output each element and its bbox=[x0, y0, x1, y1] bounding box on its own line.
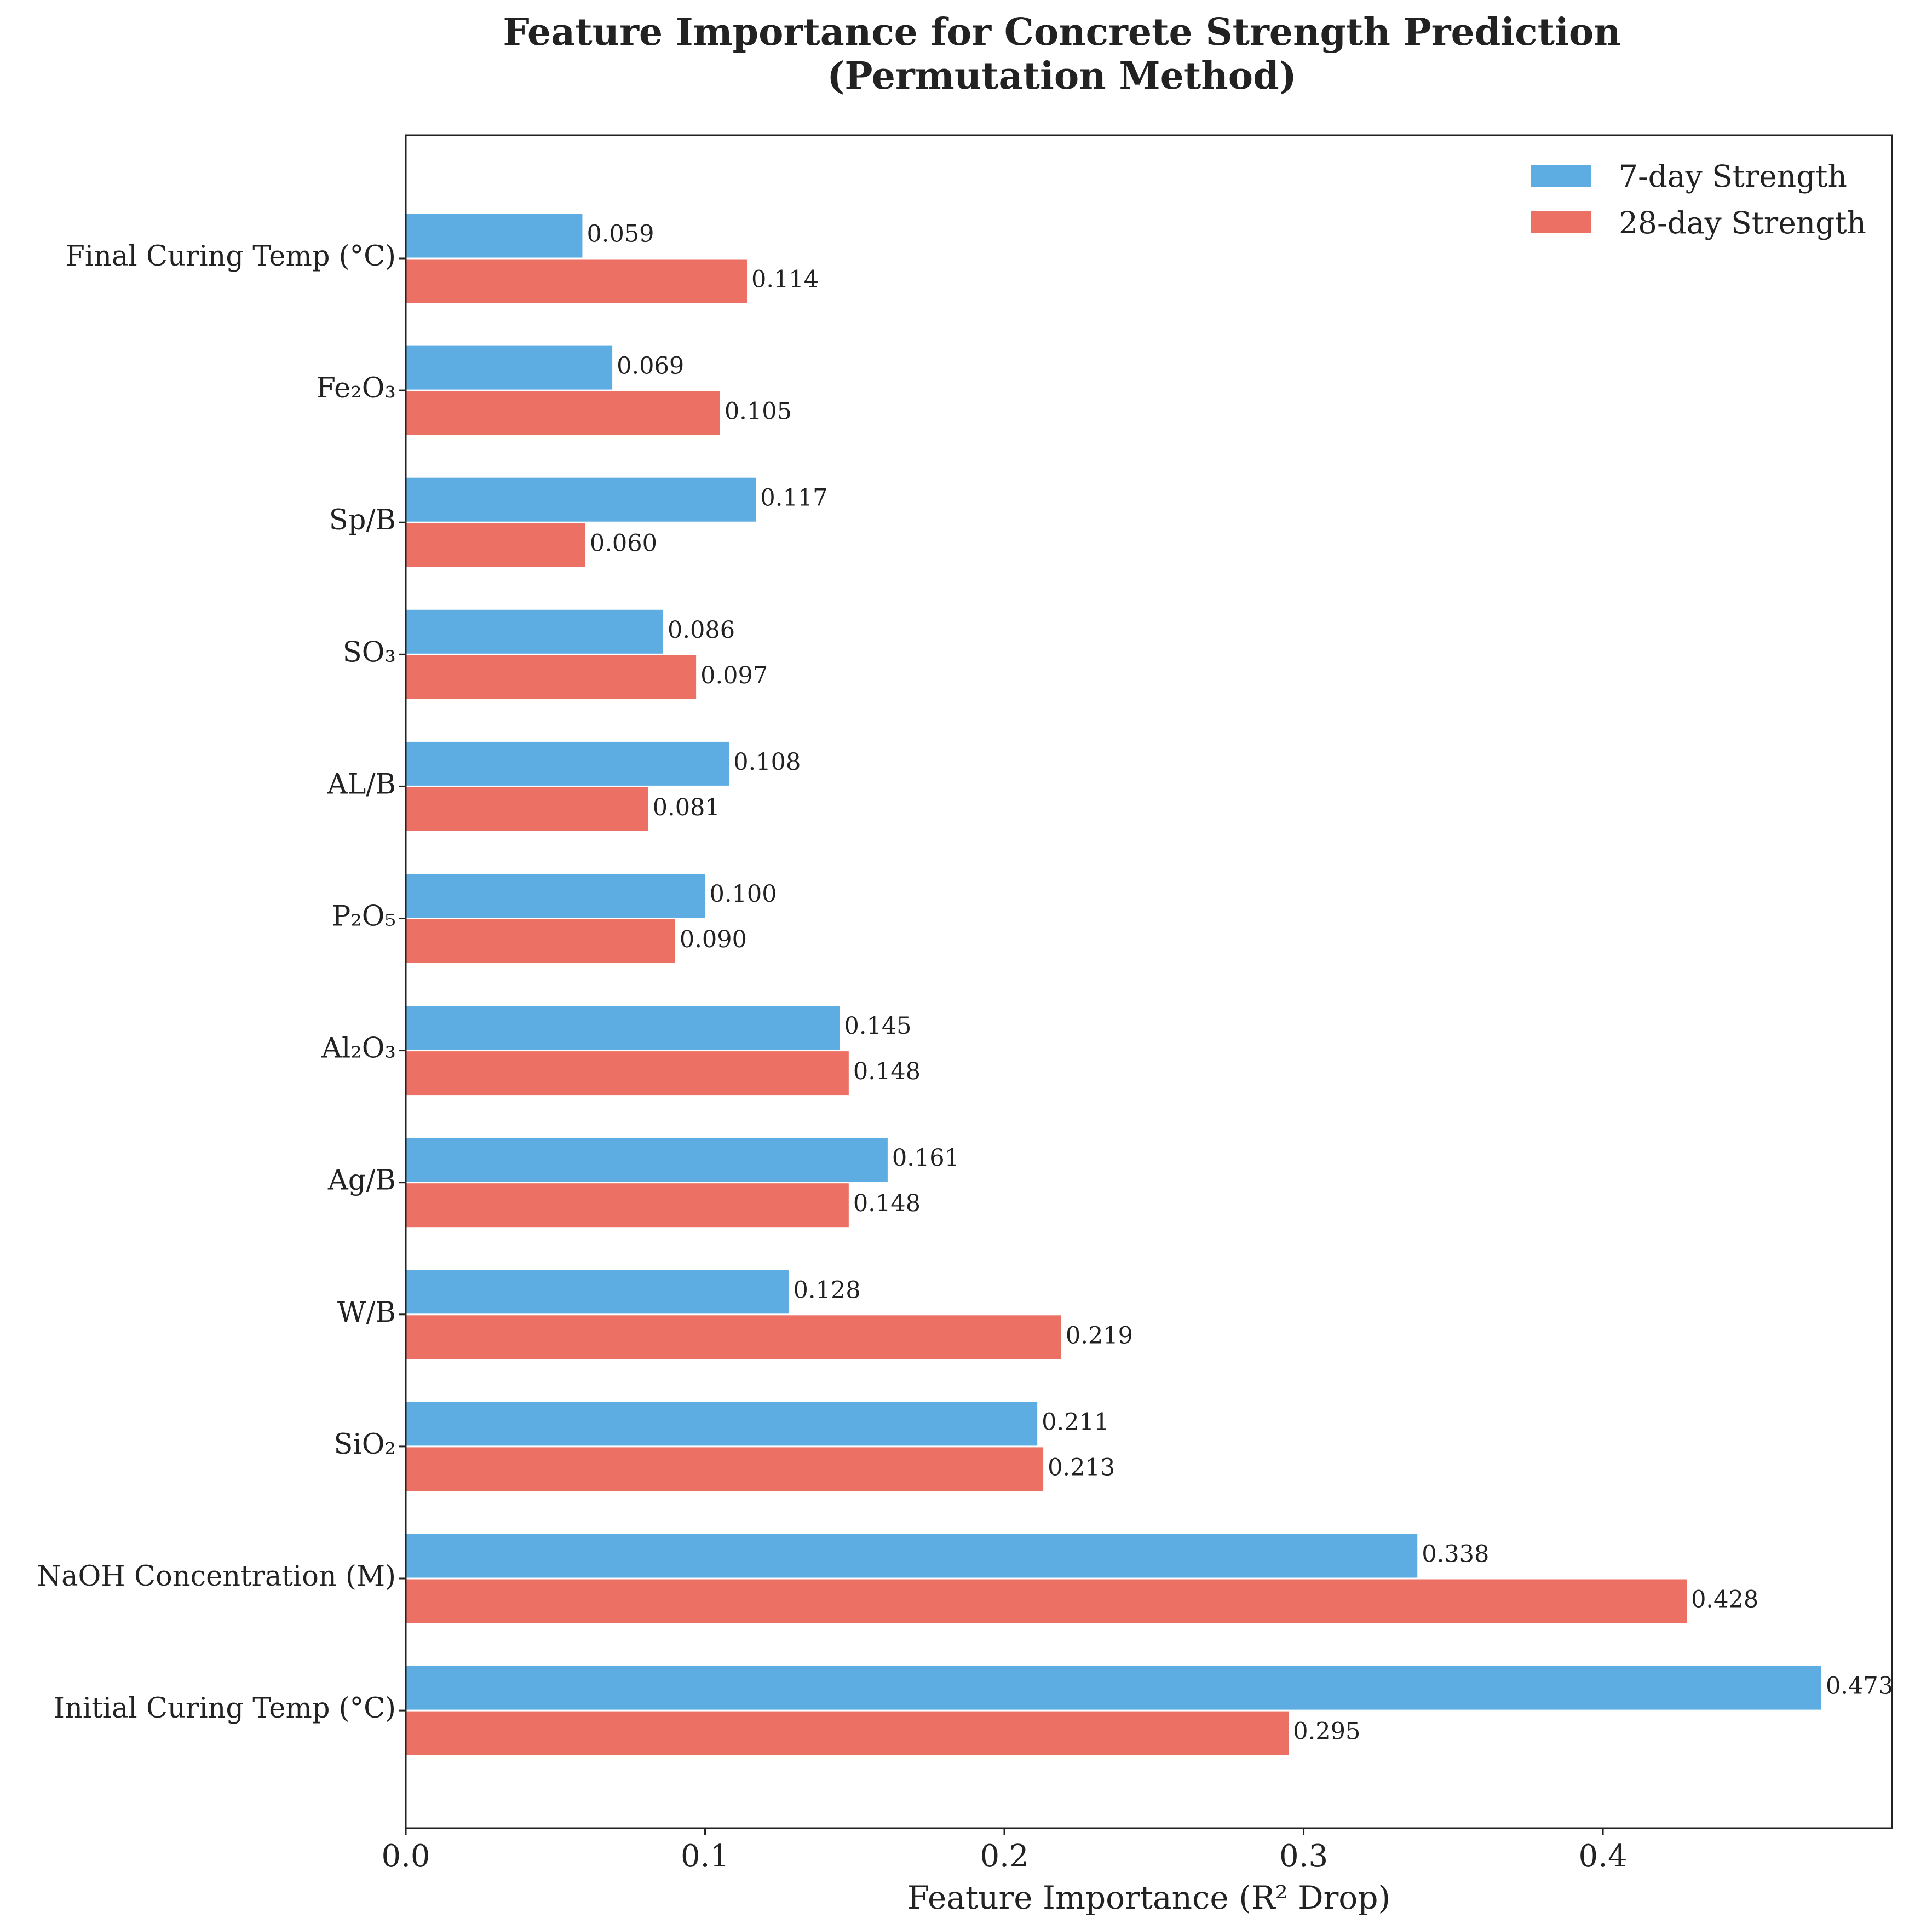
x-axis-ticks: 0.0 0.1 0.2 0.3 0.4 bbox=[381, 1828, 1628, 1874]
bar-28-day-initial-curing-temp-c bbox=[406, 1711, 1289, 1755]
bar-value-label: 0.295 bbox=[1293, 1718, 1360, 1745]
bar-7-day-al-b bbox=[406, 741, 729, 786]
bar-28-day-ag-b bbox=[406, 1183, 849, 1228]
y-tick-label-ag-b: Ag/B bbox=[327, 1165, 396, 1197]
x-tick-label: 0.3 bbox=[1279, 1839, 1328, 1874]
x-tick-label: 0.1 bbox=[681, 1839, 729, 1874]
y-tick-label-fe-o: Fe₂O₃ bbox=[317, 372, 396, 405]
bar-28-day-p-o bbox=[406, 919, 675, 963]
bar-28-day-so bbox=[406, 655, 697, 699]
y-tick-label-p-o: P₂O₅ bbox=[332, 901, 396, 933]
bar-7-day-final-curing-temp-c bbox=[406, 214, 583, 258]
bar-7-day-sp-b bbox=[406, 477, 756, 522]
value-labels-layer: 0.059 0.114 0.069 0.105 0.117 0.060 0.086 0.097… bbox=[586, 221, 1893, 1745]
y-tick-label-so: SO₃ bbox=[343, 636, 396, 669]
plot-frame bbox=[405, 134, 1893, 1829]
legend-swatch-28-day bbox=[1531, 211, 1591, 233]
bar-value-label: 0.148 bbox=[853, 1190, 921, 1217]
bar-value-label: 0.059 bbox=[586, 221, 654, 248]
bar-7-day-naoh-concentration-m bbox=[406, 1534, 1418, 1578]
bar-value-label: 0.097 bbox=[700, 662, 768, 689]
bar-value-label: 0.060 bbox=[590, 530, 657, 557]
bars-layer bbox=[406, 214, 1822, 1755]
x-tick-label: 0.0 bbox=[381, 1839, 430, 1874]
bar-value-label: 0.213 bbox=[1048, 1454, 1115, 1481]
y-axis-ticks: Final Curing Temp (°C) Fe₂O₃ Sp/B SO₃ AL/B P₂… bbox=[37, 240, 406, 1725]
bar-value-label: 0.100 bbox=[710, 880, 777, 908]
y-tick-label-sio: SiO₂ bbox=[334, 1428, 396, 1461]
bar-28-day-naoh-concentration-m bbox=[406, 1579, 1687, 1623]
bar-value-label: 0.086 bbox=[668, 617, 735, 644]
bar-value-label: 0.128 bbox=[794, 1276, 861, 1304]
y-tick-label-sp-b: Sp/B bbox=[329, 504, 396, 537]
bar-value-label: 0.108 bbox=[733, 748, 801, 776]
bar-7-day-fe-o bbox=[406, 345, 613, 390]
bar-7-day-p-o bbox=[406, 874, 705, 918]
x-axis-label: Feature Importance (R² Drop) bbox=[907, 1879, 1390, 1916]
bar-value-label: 0.161 bbox=[892, 1144, 959, 1172]
bar-value-label: 0.219 bbox=[1066, 1322, 1133, 1349]
bar-value-label: 0.114 bbox=[751, 266, 819, 293]
bar-7-day-so bbox=[406, 609, 664, 654]
bar-28-day-fe-o bbox=[406, 391, 720, 435]
bar-value-label: 0.105 bbox=[725, 398, 792, 425]
bar-value-label: 0.081 bbox=[653, 794, 720, 821]
y-tick-label-al-b: AL/B bbox=[327, 768, 396, 800]
bar-28-day-al-b bbox=[406, 787, 648, 831]
bar-value-label: 0.145 bbox=[844, 1012, 911, 1040]
bar-value-label: 0.473 bbox=[1826, 1673, 1893, 1700]
bar-value-label: 0.069 bbox=[617, 353, 684, 380]
bar-28-day-al-o bbox=[406, 1051, 849, 1096]
legend: 7-day Strength 28-day Strength bbox=[1531, 159, 1866, 240]
bar-value-label: 0.117 bbox=[760, 485, 827, 512]
bar-7-day-initial-curing-temp-c bbox=[406, 1666, 1822, 1710]
bar-value-label: 0.090 bbox=[680, 926, 747, 953]
bar-7-day-w-b bbox=[406, 1270, 789, 1314]
bar-7-day-sio bbox=[406, 1402, 1038, 1446]
chart-title: Feature Importance for Concrete Strength… bbox=[503, 10, 1620, 54]
bar-7-day-al-o bbox=[406, 1006, 840, 1050]
bar-value-label: 0.428 bbox=[1691, 1586, 1758, 1614]
x-tick-label: 0.4 bbox=[1579, 1839, 1628, 1874]
x-tick-label: 0.2 bbox=[980, 1839, 1029, 1874]
legend-label-28-day: 28-day Strength bbox=[1619, 205, 1866, 240]
y-tick-label-final-curing-temp-c: Final Curing Temp (°C) bbox=[65, 240, 396, 273]
y-tick-label-al-o: Al₂O₃ bbox=[321, 1033, 396, 1065]
bar-value-label: 0.148 bbox=[853, 1058, 921, 1085]
bar-28-day-w-b bbox=[406, 1315, 1061, 1359]
bar-7-day-ag-b bbox=[406, 1138, 888, 1182]
bar-28-day-sio bbox=[406, 1447, 1044, 1491]
bar-value-label: 0.338 bbox=[1422, 1541, 1489, 1568]
chart-subtitle: (Permutation Method) bbox=[827, 54, 1297, 98]
y-tick-label-initial-curing-temp-c: Initial Curing Temp (°C) bbox=[54, 1692, 396, 1725]
y-tick-label-naoh-concentration-m: NaOH Concentration (M) bbox=[37, 1560, 396, 1593]
bar-value-label: 0.211 bbox=[1042, 1408, 1109, 1436]
y-tick-label-w-b: W/B bbox=[337, 1297, 396, 1329]
legend-swatch-7-day bbox=[1531, 165, 1591, 187]
bar-28-day-final-curing-temp-c bbox=[406, 259, 748, 303]
legend-label-7-day: 7-day Strength bbox=[1619, 159, 1847, 194]
bar-28-day-sp-b bbox=[406, 523, 585, 567]
